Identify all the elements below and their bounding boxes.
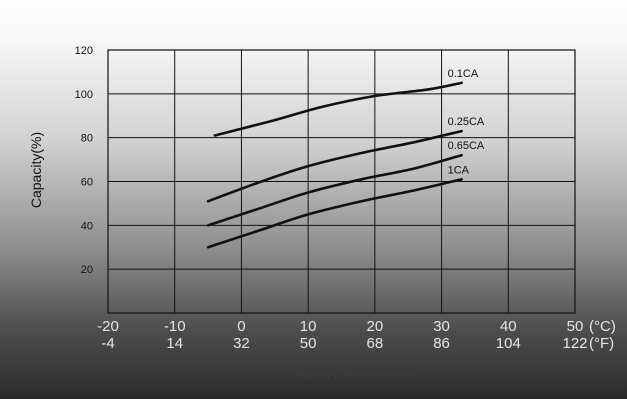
x-tick-label-f: 122 [562, 335, 587, 352]
x-tick-label-c: 20 [367, 318, 384, 335]
y-tick-label: 60 [81, 177, 93, 189]
y-tick-label: 100 [75, 89, 93, 101]
series-line-1CA [206, 178, 463, 249]
x-tick-label-c: 0 [237, 318, 245, 335]
x-tick-label-f: 50 [300, 335, 317, 352]
x-tick-label-f: 14 [166, 335, 183, 352]
series-line-01CA [213, 81, 463, 137]
series-line-065CA [206, 153, 463, 227]
series-label: 0.65CA [448, 140, 485, 152]
y-axis-label: Capacity(%) [28, 132, 44, 208]
series-line-025CA [206, 129, 463, 203]
grid [107, 49, 576, 314]
curves [206, 81, 463, 249]
series-label: 0.1CA [448, 68, 479, 80]
x-unit-f: (°F) [589, 335, 614, 352]
x-tick-label-f: 32 [233, 335, 250, 352]
x-tick-label-f: -4 [101, 335, 114, 352]
x-tick-label-c: 30 [433, 318, 450, 335]
x-tick-label-c: -20 [97, 318, 119, 335]
x-tick-label-c: 50 [567, 318, 584, 335]
x-tick-label-f: 104 [496, 335, 521, 352]
x-tick-label-c: -10 [164, 318, 186, 335]
y-tick-label: 80 [81, 133, 93, 145]
x-tick-label-f: 86 [433, 335, 450, 352]
series-label: 0.25CA [448, 116, 485, 128]
tick-labels: 12010080604020-20-4-10140321050206830864… [75, 45, 616, 352]
x-tick-label-c: 40 [500, 318, 517, 335]
x-tick-label-c: 10 [300, 318, 317, 335]
y-tick-label: 20 [81, 264, 93, 276]
series-label: 1CA [448, 164, 470, 176]
y-tick-label: 40 [81, 220, 93, 232]
plot-frame [107, 49, 576, 314]
x-tick-label-f: 68 [367, 335, 384, 352]
y-tick-label: 120 [75, 45, 93, 57]
x-axis-label: Battery Temperature [297, 367, 415, 382]
x-unit-c: (°C) [589, 318, 616, 335]
